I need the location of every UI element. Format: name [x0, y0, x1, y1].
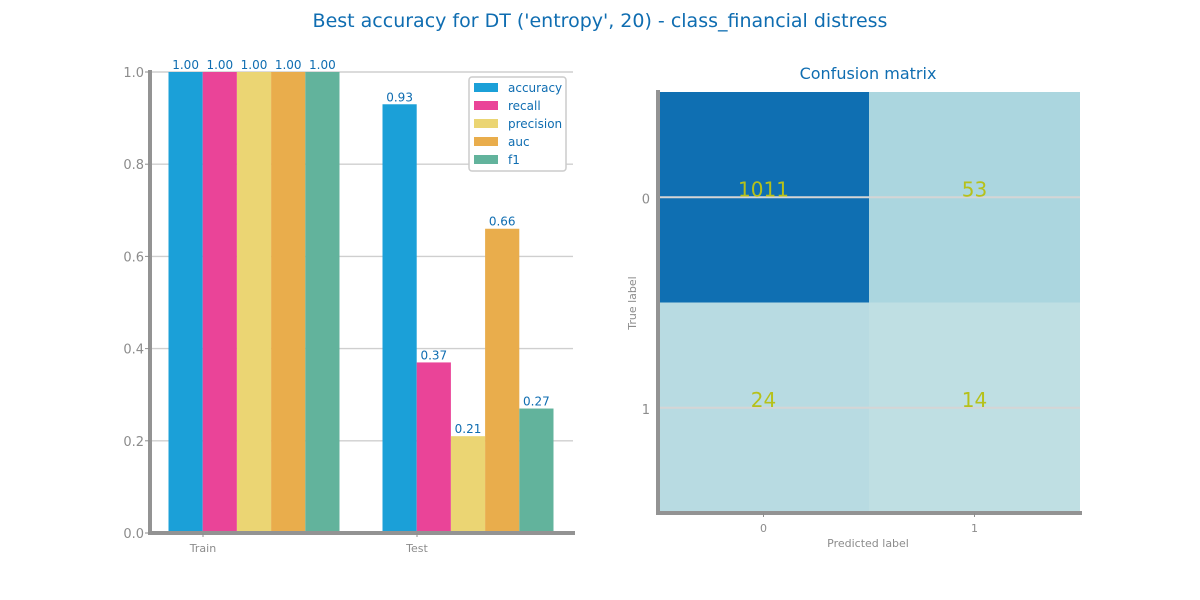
bar-x-tick-labels: Train Test	[189, 533, 429, 555]
cm-value-0-0: 1011	[738, 177, 789, 201]
bar-axes	[148, 70, 575, 535]
bar-y-tick-label: 0.8	[123, 158, 144, 173]
bar-accuracy-train	[168, 72, 203, 533]
cm-value-1-0: 24	[751, 388, 776, 412]
cm-value-0-1: 53	[962, 177, 987, 201]
bar-data-label: 0.37	[420, 348, 447, 362]
bar-data-labels: 1.00 1.00 1.00 1.00 1.00 0.93 0.37 0.21 0.66 0.27	[172, 58, 550, 436]
legend-label-accuracy: accuracy	[508, 81, 562, 95]
bar-precision-test	[450, 436, 486, 533]
bar-x-tick-label: Test	[405, 542, 428, 555]
legend-label-auc: auc	[508, 135, 530, 149]
bar-chart: 1.00 1.00 1.00 1.00 1.00 0.93 0.37 0.21 0.66 0.27…	[123, 58, 575, 555]
bar-data-label: 1.00	[241, 58, 268, 72]
confusion-matrix-ticks: 0 1 0 1	[642, 192, 978, 535]
bar-accuracy-test	[382, 104, 417, 534]
legend-box	[468, 76, 567, 172]
cm-y-tick-label: 0	[642, 192, 650, 207]
bar-data-label: 1.00	[275, 58, 302, 72]
legend-label-recall: recall	[508, 99, 541, 113]
bar-series	[168, 72, 554, 534]
bar-auc-test	[485, 228, 520, 534]
confusion-matrix-x-label: Predicted label	[827, 537, 909, 550]
cm-value-1-1: 14	[962, 388, 987, 412]
bar-y-tick-label: 1.0	[123, 66, 144, 81]
legend-swatch-auc	[474, 137, 498, 146]
cm-x-tick-label: 1	[971, 522, 978, 535]
bar-auc-train	[271, 72, 306, 533]
bar-data-label: 0.27	[523, 395, 550, 409]
bar-data-label: 1.00	[172, 58, 199, 72]
bar-y-tick-label: 0.2	[123, 435, 144, 450]
confusion-matrix-values: 1011 53 24 14	[738, 177, 987, 412]
bar-y-tick-label: 0.0	[123, 527, 144, 542]
bar-y-tick-labels: 0.0 0.2 0.4 0.6 0.8 1.0	[123, 66, 150, 542]
legend-swatch-accuracy	[474, 83, 498, 92]
figure-title: Best accuracy for DT ('entropy', 20) - c…	[313, 10, 888, 32]
bar-recall-train	[202, 72, 237, 533]
legend-swatch-recall	[474, 101, 498, 110]
bar-f1-train	[305, 72, 340, 533]
confusion-matrix-axes	[656, 90, 1082, 515]
bar-x-tick-label: Train	[189, 542, 216, 555]
bar-precision-train	[236, 72, 272, 533]
bar-data-label: 1.00	[206, 58, 233, 72]
bar-f1-test	[519, 408, 554, 533]
legend-label-f1: f1	[508, 153, 520, 167]
bar-data-label: 0.93	[386, 90, 413, 104]
confusion-matrix-gridlines	[658, 196, 1080, 409]
bar-data-label: 0.21	[455, 422, 482, 436]
bar-legend: accuracy recall precision auc f1	[468, 76, 567, 172]
bar-recall-test	[416, 362, 451, 533]
bar-data-label: 1.00	[309, 58, 336, 72]
cm-x-tick-label: 0	[760, 522, 767, 535]
confusion-matrix: Confusion matrix 1011 53 24 14 0 1 0 1 Predict…	[626, 64, 1082, 550]
cm-y-tick-label: 1	[642, 403, 650, 418]
confusion-matrix-title: Confusion matrix	[800, 64, 937, 83]
legend-swatch-precision	[474, 119, 498, 128]
bar-y-tick-label: 0.6	[123, 250, 144, 265]
legend-label-precision: precision	[508, 117, 562, 131]
bar-y-tick-label: 0.4	[123, 343, 144, 358]
confusion-matrix-cells	[658, 92, 1080, 513]
legend-swatch-f1	[474, 155, 498, 164]
bar-data-label: 0.66	[489, 215, 516, 229]
confusion-matrix-y-label: True label	[626, 276, 639, 330]
